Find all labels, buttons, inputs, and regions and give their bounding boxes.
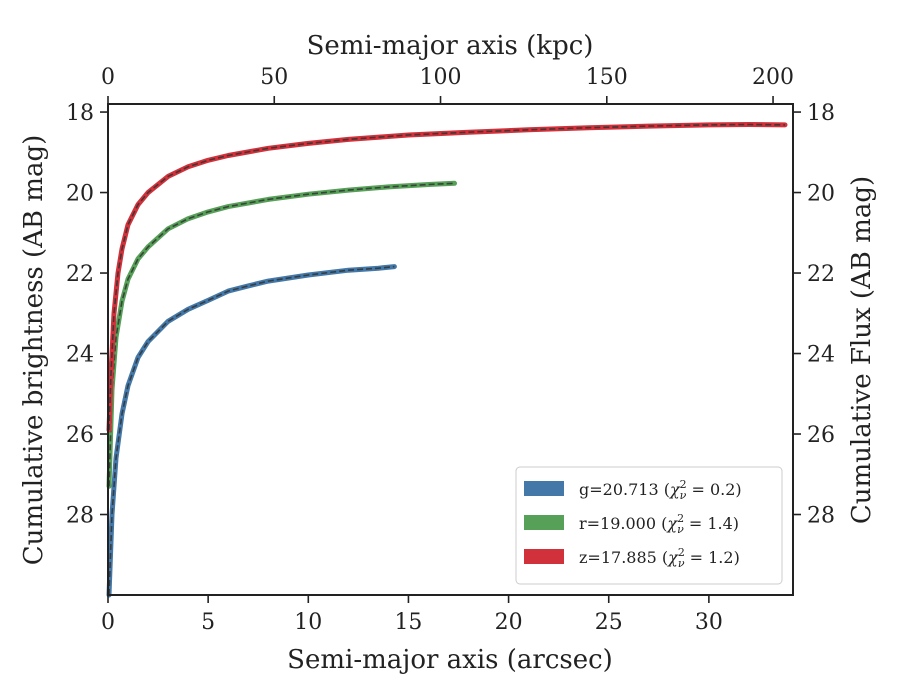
y-tick-label: 18 xyxy=(66,101,94,126)
y2-tick-label: 26 xyxy=(807,423,835,448)
x-tick-label: 20 xyxy=(495,610,523,635)
model-line-0 xyxy=(108,265,395,596)
y2-tick-label: 24 xyxy=(807,343,835,368)
legend-label: r=19.000 (χ2 ν = 1.4) xyxy=(579,512,739,536)
model-line-1 xyxy=(108,182,455,487)
x2-tick-label: 50 xyxy=(260,65,288,90)
x-tick-label: 10 xyxy=(294,610,322,635)
legend-frame xyxy=(515,466,783,585)
x-tick-label: 30 xyxy=(695,610,723,635)
y2-tick-label: 18 xyxy=(807,101,835,126)
x2-tick-label: 150 xyxy=(586,65,628,90)
plot-frame xyxy=(107,103,794,596)
legend-swatch xyxy=(524,515,564,530)
series-line-1 xyxy=(106,180,457,489)
y2-tick-label: 28 xyxy=(807,504,835,529)
x-tick-label: 0 xyxy=(101,610,115,635)
y2-tick-label: 22 xyxy=(807,262,835,287)
legend: g=20.713 (χ2 ν = 0.2) r=19.000 (χ2 ν = 1.4)… xyxy=(515,466,783,585)
y-tick-label: 28 xyxy=(66,504,94,529)
x-tick-label: 15 xyxy=(394,610,422,635)
ticks-layer: 0 5 10 15 20 25 30 0 50 100 150 200 18 20 22 24 26 28 18 20… xyxy=(66,65,835,635)
y-tick-label: 22 xyxy=(66,262,94,287)
x-axis-title: Semi-major axis (arcsec) xyxy=(287,645,613,675)
series-layer xyxy=(106,122,788,598)
y-tick-label: 24 xyxy=(66,343,94,368)
model-line-2 xyxy=(108,123,786,431)
legend-items: g=20.713 (χ2 ν = 0.2) r=19.000 (χ2 ν = 1.4)… xyxy=(524,478,742,570)
x2-tick-label: 0 xyxy=(101,65,115,90)
y-axis-title: Cumulative brightness (AB mag) xyxy=(19,135,49,566)
y2-tick-label: 20 xyxy=(807,182,835,207)
y2-axis-title: Cumulative Flux (AB mag) xyxy=(847,176,877,524)
x2-tick-label: 200 xyxy=(752,65,794,90)
legend-swatch xyxy=(524,481,564,496)
x-tick-label: 25 xyxy=(595,610,623,635)
legend-swatch xyxy=(524,549,564,564)
x2-axis-title: Semi-major axis (kpc) xyxy=(307,31,594,61)
y-tick-label: 20 xyxy=(66,182,94,207)
legend-label: z=17.885 (χ2 ν = 1.2) xyxy=(579,546,740,570)
x-tick-label: 5 xyxy=(201,610,215,635)
x2-tick-label: 100 xyxy=(420,65,462,90)
series-line-2 xyxy=(106,122,788,433)
legend-label: g=20.713 (χ2 ν = 0.2) xyxy=(579,478,742,502)
series-line-0 xyxy=(106,264,397,598)
y-tick-label: 26 xyxy=(66,423,94,448)
